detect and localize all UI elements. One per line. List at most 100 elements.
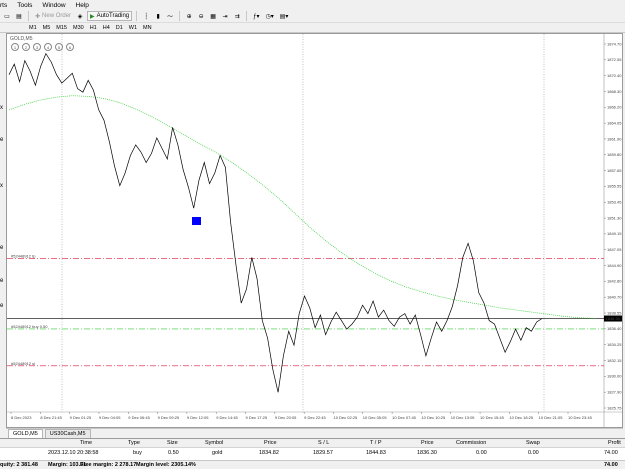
x-tick-label: 9 Dec 09:25	[158, 415, 180, 420]
bar-chart-icon[interactable]: ┆	[144, 13, 148, 20]
table-row[interactable]: 2023.12.10 20:38:58 buy 0.50 gold 1834.8…	[0, 449, 625, 458]
total-profit-value: 74.00	[604, 462, 618, 468]
periods-icon[interactable]: ◷▾	[265, 13, 274, 20]
new-order-button[interactable]: ✚ New Order	[33, 11, 73, 21]
indicator-icon[interactable]: 3	[33, 43, 41, 51]
margin-level-value: Margin level: 2305.14%	[136, 462, 196, 468]
y-tick-label: 1849.15	[607, 231, 622, 236]
timeframe-m5[interactable]: M5	[42, 24, 51, 31]
menu-help[interactable]: Help	[75, 1, 89, 9]
indicator-icons: 1 2 3 4 5 6	[11, 43, 74, 51]
timeframe-d1[interactable]: D1	[115, 24, 123, 31]
timeframe-toolbar: M1 M5 M15 M30 H1 H4 D1 W1 MN	[0, 23, 625, 33]
toolbar-separator	[28, 11, 29, 21]
indicator-icon[interactable]: 2	[22, 43, 30, 51]
col-sl[interactable]: S / L	[318, 440, 330, 446]
autotrading-label: AutoTrading	[96, 13, 130, 19]
y-tick-label: 1855.55	[607, 184, 622, 189]
tile-windows-icon[interactable]: ▦	[210, 13, 216, 20]
col-commission[interactable]: Commission	[456, 440, 487, 446]
new-order-icon: ✚	[35, 13, 41, 20]
x-tick-label: 10 Dec 21:05	[539, 415, 564, 420]
y-tick-label: 1825.75	[607, 405, 622, 410]
trade-current-price: 1836.30	[417, 450, 437, 456]
price-chart[interactable]: 1874.70 1872.55 1870.40 1868.30 1866.20 1864.…	[7, 34, 622, 427]
templates-icon[interactable]: ▤▾	[279, 13, 289, 20]
timeframe-m15[interactable]: M15	[56, 24, 67, 31]
y-tick-label: 1847.05	[607, 247, 622, 252]
autotrading-button[interactable]: ▶ AutoTrading	[87, 11, 133, 21]
y-tick-label: 1868.30	[607, 89, 622, 94]
indicator-icon[interactable]: 6	[66, 43, 74, 51]
x-tick-label: 9 Dec 12:05	[187, 415, 209, 420]
chart-window[interactable]: GOLD,M5 1 2 3 4 5 6 1874.70 1872.55 1870.4…	[6, 33, 623, 428]
x-tick-label: 10 Dec 05:05	[363, 415, 388, 420]
candlestick-icon[interactable]: ▮	[156, 13, 160, 20]
col-type[interactable]: Type	[128, 440, 140, 446]
timeframe-m1[interactable]: M1	[29, 24, 37, 31]
col-time[interactable]: Time	[80, 440, 93, 446]
navigator-panel-edge: x e x e e e	[0, 33, 6, 428]
timeframe-mn[interactable]: MN	[143, 24, 152, 31]
new-chart-icon[interactable]: ▭	[4, 13, 10, 20]
zoom-out-icon[interactable]: ⊖	[198, 13, 204, 20]
new-order-label: New Order	[42, 13, 72, 19]
trade-stop-loss: 1829.57	[313, 450, 333, 456]
chart-tab-us30[interactable]: US30Cash,M5	[44, 429, 91, 438]
line-chart-icon[interactable]: ⁓	[167, 13, 174, 20]
timeframe-w1[interactable]: W1	[128, 24, 138, 31]
menu-window[interactable]: Window	[42, 1, 66, 9]
x-tick-label: 10 Dec 13:05	[451, 415, 476, 420]
timeframe-h1[interactable]: H1	[89, 24, 97, 31]
x-tick-label: 10 Dec 23:45	[568, 415, 593, 420]
profiles-icon[interactable]: ▤	[16, 13, 22, 20]
x-tick-label: 10 Dec 07:45	[392, 415, 417, 420]
navigator-fragment: x	[0, 105, 3, 111]
trade-type: buy	[133, 450, 142, 456]
zoom-in-icon[interactable]: ⊕	[186, 13, 192, 20]
col-price[interactable]: Price	[264, 440, 277, 446]
current-price-tag	[604, 315, 622, 322]
col-symbol[interactable]: Symbol	[205, 440, 224, 446]
metaeditor-icon[interactable]: ◈	[77, 13, 83, 20]
timeframe-m30[interactable]: M30	[72, 24, 84, 31]
open-order-label: #52448912 buy 0.50	[11, 324, 48, 329]
account-status-row: quity: 2 381.48 Margin: 103.31 Free marg…	[0, 460, 625, 469]
trade-swap: 0.00	[528, 450, 539, 456]
col-profit[interactable]: Profit	[608, 440, 621, 446]
chart-object-marker	[192, 217, 201, 225]
trade-size: 0.50	[168, 450, 179, 456]
trade-take-profit: 1844.83	[366, 450, 386, 456]
y-tick-label: 1842.80	[607, 279, 622, 284]
col-tp[interactable]: T / P	[370, 440, 382, 446]
navigator-fragment: e	[0, 303, 4, 309]
price-line	[8, 52, 543, 393]
y-tick-label: 1872.55	[607, 57, 622, 62]
indicator-icon[interactable]: 1	[11, 43, 19, 51]
timeframe-h4[interactable]: H4	[102, 24, 110, 31]
col-swap[interactable]: Swap	[526, 440, 540, 446]
chart-shift-icon[interactable]: ⇥	[222, 13, 228, 20]
indicator-icon[interactable]: 4	[44, 43, 52, 51]
y-tick-label: 1840.70	[607, 295, 622, 300]
col-size[interactable]: Size	[167, 440, 178, 446]
menu-charts[interactable]: rts	[0, 1, 8, 9]
trade-symbol: gold	[212, 450, 223, 456]
y-tick-label: 1859.80	[607, 152, 622, 157]
x-tick-label: 10 Dec 02:25	[333, 415, 358, 420]
indicator-icon[interactable]: 5	[55, 43, 63, 51]
x-tick-label: 9 Dec 22:45	[304, 415, 326, 420]
y-tick-label: 1857.65	[607, 168, 622, 173]
chart-tab-gold[interactable]: GOLD,M5	[8, 429, 43, 438]
moving-average-line	[8, 95, 597, 319]
navigator-fragment: x	[0, 183, 3, 189]
autoscroll-icon[interactable]: ⇉	[234, 13, 240, 20]
x-tick-label: 9 Dec 06:45	[128, 415, 150, 420]
y-tick-label: 1838.55	[607, 310, 622, 315]
menu-tools[interactable]: Tools	[17, 1, 33, 9]
col-current-price[interactable]: Price	[421, 440, 434, 446]
x-tick-label: 9 Dec 17:25	[246, 415, 268, 420]
trade-open-price: 1834.82	[259, 450, 279, 456]
indicators-icon[interactable]: ƒ▾	[253, 13, 260, 20]
trade-time: 2023.12.10 20:38:58	[48, 450, 99, 456]
